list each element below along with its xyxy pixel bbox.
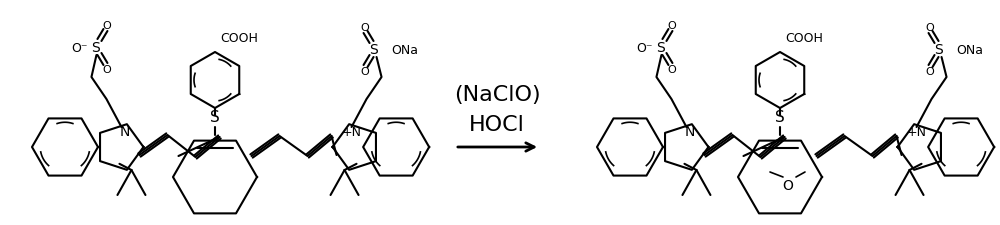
Text: O: O: [925, 67, 934, 77]
Text: O⁻: O⁻: [71, 41, 88, 54]
Text: O⁻: O⁻: [636, 41, 653, 54]
Text: O: O: [925, 23, 934, 33]
Text: HOCl: HOCl: [469, 115, 525, 134]
Text: ONa: ONa: [392, 43, 419, 56]
Text: O: O: [102, 21, 111, 31]
Text: O: O: [783, 178, 793, 192]
Text: S: S: [656, 41, 665, 55]
Text: N: N: [119, 124, 130, 138]
Text: +N: +N: [342, 125, 362, 138]
Text: O: O: [667, 65, 676, 75]
Text: COOH: COOH: [785, 32, 823, 45]
Text: COOH: COOH: [220, 32, 258, 45]
Text: O: O: [360, 67, 369, 77]
Text: S: S: [934, 43, 943, 57]
Text: S: S: [775, 110, 785, 125]
Text: S: S: [210, 110, 220, 125]
Text: ONa: ONa: [957, 43, 984, 56]
Text: S: S: [91, 41, 100, 55]
Text: N: N: [684, 124, 695, 138]
Text: O: O: [360, 23, 369, 33]
Text: S: S: [369, 43, 378, 57]
Text: (NaClO): (NaClO): [454, 85, 540, 105]
Text: O: O: [102, 65, 111, 75]
Text: O: O: [667, 21, 676, 31]
Text: +N: +N: [907, 125, 927, 138]
